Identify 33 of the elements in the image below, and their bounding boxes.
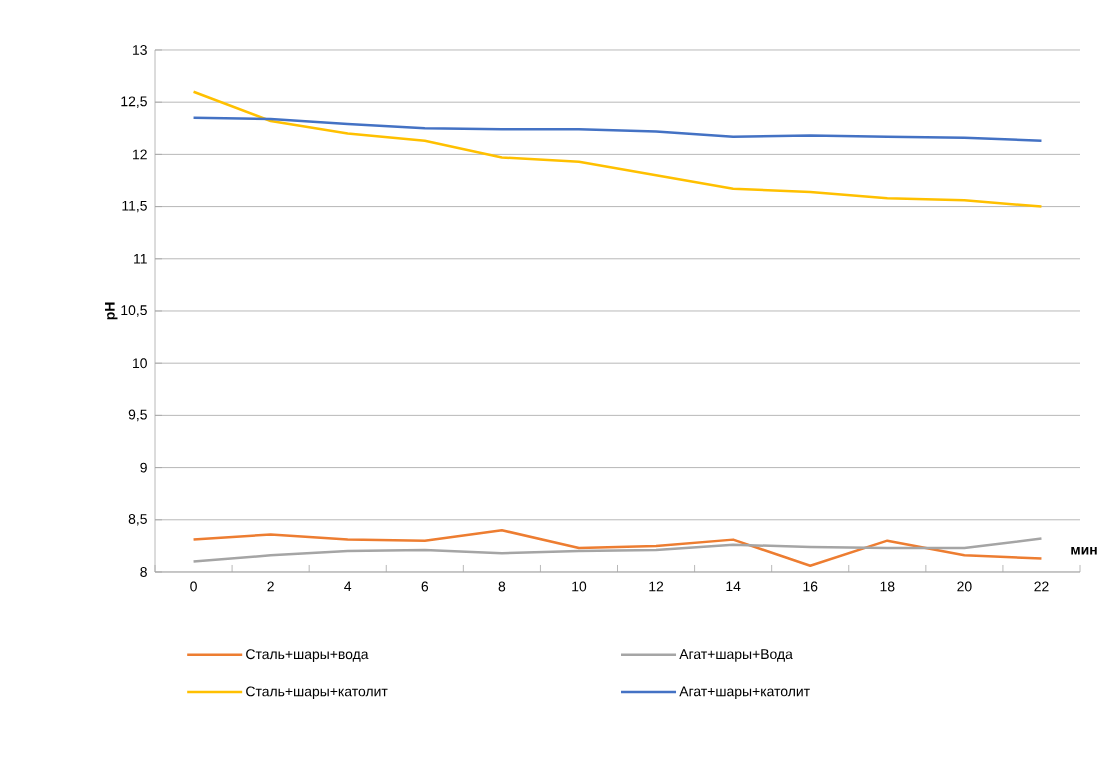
y-tick-label: 13: [133, 45, 147, 55]
y-tick-label: 9: [140, 462, 147, 473]
x-tick-label: 20: [957, 581, 972, 592]
line-series: [192, 116, 1043, 143]
x-tick-label: 22: [1034, 581, 1049, 592]
x-tick-label: 8: [498, 581, 506, 592]
legend-label: Сталь+шары+вода: [246, 649, 369, 662]
x-tick-label: 12: [649, 581, 664, 592]
x-tick-label: 0: [190, 581, 197, 592]
legend-label: Агат+шары+Вода: [679, 649, 793, 662]
y-tick-label: 12: [133, 149, 147, 160]
x-tick-label: 10: [572, 581, 587, 592]
line-series: [192, 537, 1043, 563]
y-tick-label: 11: [134, 253, 147, 264]
y-axis-title: pH: [105, 302, 118, 320]
y-tick-label: 11,5: [122, 200, 147, 213]
y-tick-label: 10: [133, 358, 147, 369]
x-tick-label: 16: [803, 581, 818, 592]
x-tick-label: 6: [421, 581, 429, 592]
x-tick-label: 18: [880, 581, 895, 592]
x-tick-label: 2: [267, 581, 274, 592]
y-tick-label: 12,5: [121, 96, 147, 108]
line-series: [192, 90, 1043, 208]
y-tick-label: 8,5: [128, 514, 147, 526]
y-tick-label: 9,5: [128, 409, 147, 422]
x-axis-title: мин: [1071, 547, 1097, 555]
legend-label: Сталь+шары+католит: [246, 686, 388, 700]
x-tick-label: 4: [344, 581, 352, 592]
y-tick-label: 8: [140, 567, 147, 577]
legend-label: Агат+шары+католит: [679, 686, 810, 700]
line-series: [192, 528, 1043, 567]
y-tick-label: 10,5: [121, 305, 147, 317]
x-tick-label: 14: [726, 581, 741, 592]
